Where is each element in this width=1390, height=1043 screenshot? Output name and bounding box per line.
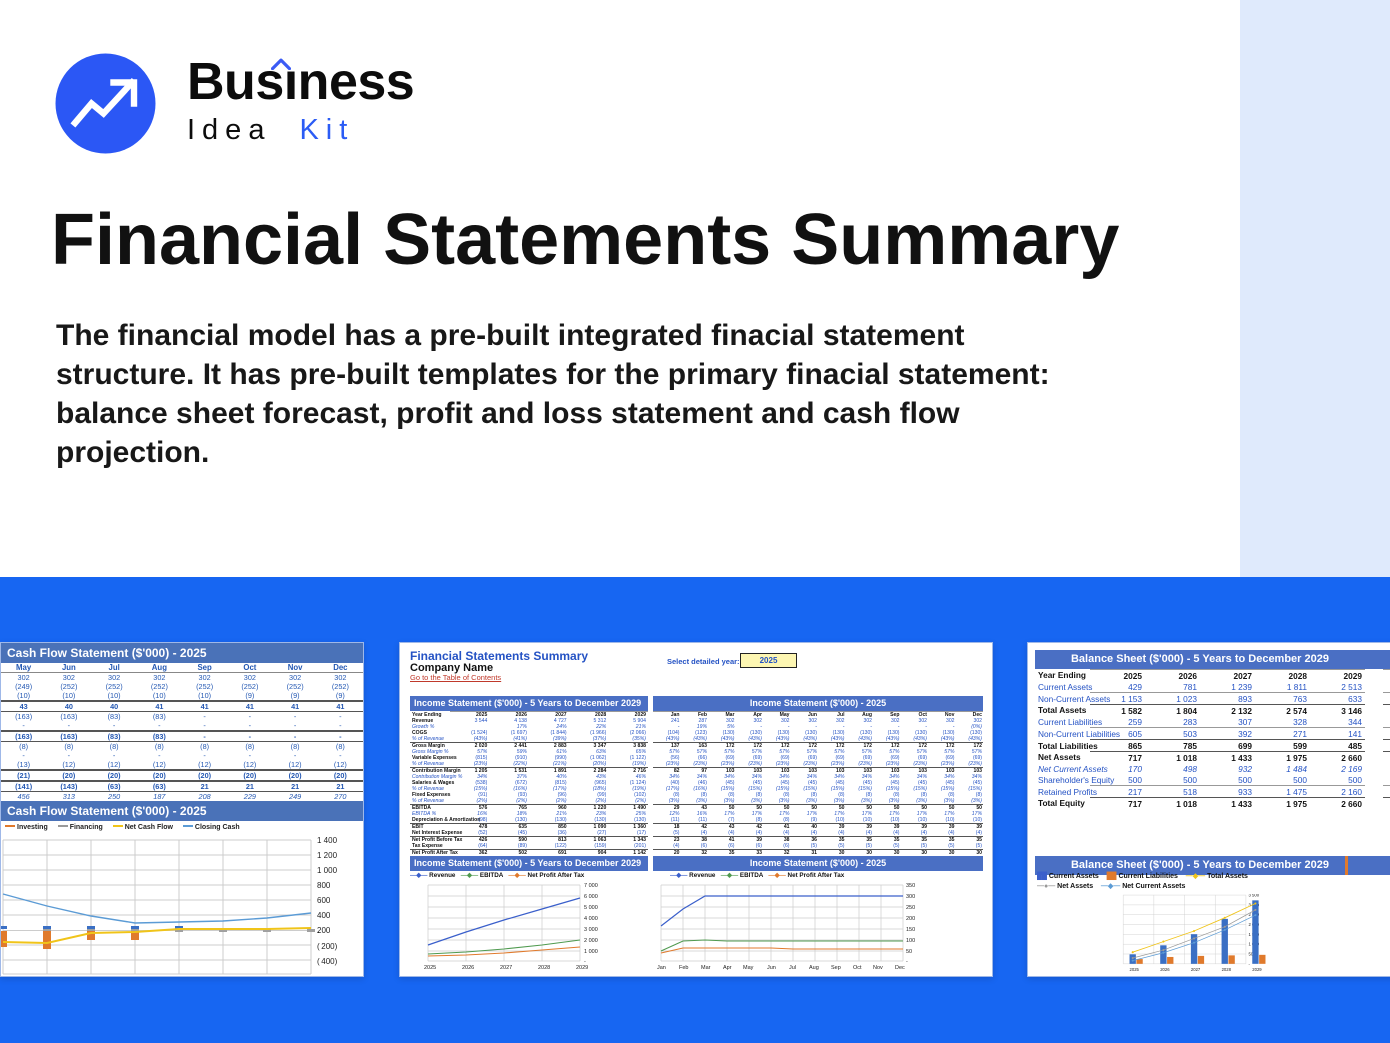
svg-text:2029: 2029: [576, 965, 588, 971]
svg-text:250: 250: [906, 905, 915, 911]
svg-text:Sep: Sep: [831, 965, 841, 971]
svg-text:150: 150: [906, 927, 915, 933]
svg-text:7 000: 7 000: [584, 883, 598, 889]
svg-text:( 200): ( 200): [317, 942, 338, 951]
svg-text:400: 400: [317, 911, 331, 920]
svg-text:2028: 2028: [1222, 967, 1232, 972]
svg-text:200: 200: [906, 916, 915, 922]
svg-text:5 000: 5 000: [584, 905, 598, 911]
svg-text:Apr: Apr: [723, 965, 732, 971]
svg-text:-: -: [906, 959, 908, 965]
svg-text:Dec: Dec: [895, 965, 905, 971]
svg-text:May: May: [743, 965, 754, 971]
svg-text:2026: 2026: [462, 965, 474, 971]
svg-text:300: 300: [906, 894, 915, 900]
svg-text:50: 50: [906, 949, 912, 955]
svg-text:350: 350: [906, 883, 915, 889]
svg-text:800: 800: [317, 881, 331, 890]
svg-text:2029: 2029: [1252, 967, 1262, 972]
svg-text:Feb: Feb: [679, 965, 688, 971]
svg-text:2028: 2028: [538, 965, 550, 971]
svg-text:3 000: 3 000: [584, 927, 598, 933]
svg-text:2026: 2026: [1160, 967, 1170, 972]
svg-text:-: -: [317, 928, 320, 937]
svg-text:6 000: 6 000: [584, 894, 598, 900]
svg-text:Jan: Jan: [657, 965, 666, 971]
svg-text:Nov: Nov: [873, 965, 883, 971]
svg-text:Jul: Jul: [789, 965, 796, 971]
svg-text:3 500: 3 500: [1249, 894, 1260, 898]
svg-text:Oct: Oct: [853, 965, 862, 971]
svg-text:-: -: [1249, 961, 1251, 966]
svg-text:1 000: 1 000: [584, 949, 598, 955]
svg-text:100: 100: [906, 938, 915, 944]
svg-text:1 400: 1 400: [317, 836, 338, 845]
svg-text:600: 600: [317, 896, 331, 905]
svg-text:1 000: 1 000: [317, 866, 338, 875]
svg-text:2027: 2027: [1191, 967, 1201, 972]
svg-text:( 400): ( 400): [317, 957, 338, 966]
svg-text:1 200: 1 200: [317, 851, 338, 860]
svg-text:2025: 2025: [424, 965, 436, 971]
svg-text:Mar: Mar: [701, 965, 711, 971]
svg-text:2027: 2027: [500, 965, 512, 971]
svg-text:Aug: Aug: [809, 965, 819, 971]
svg-text:2 000: 2 000: [584, 938, 598, 944]
svg-text:Jun: Jun: [767, 965, 776, 971]
svg-text:4 000: 4 000: [584, 916, 598, 922]
svg-text:2025: 2025: [1130, 967, 1140, 972]
